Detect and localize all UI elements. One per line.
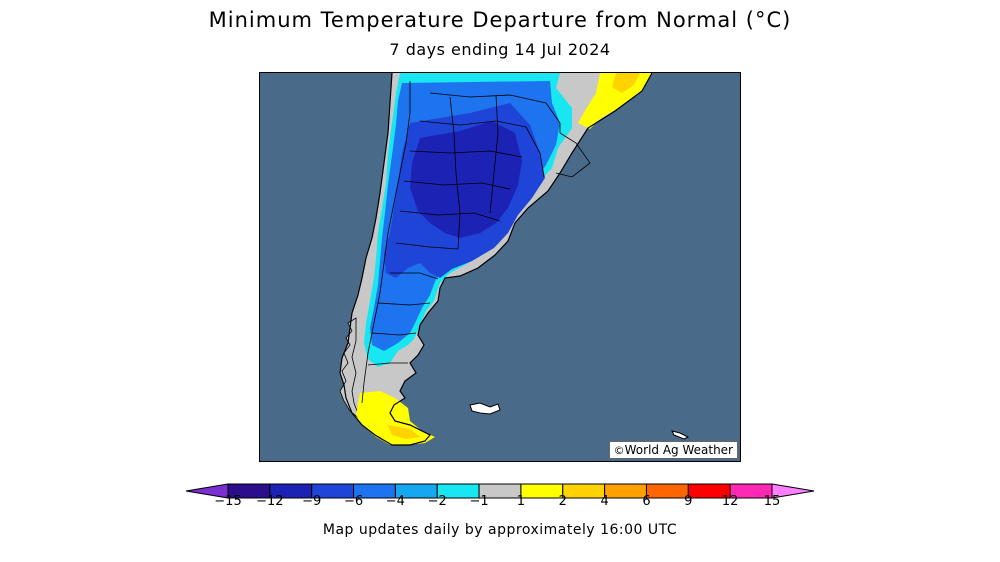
colorbar-cell xyxy=(771,483,815,499)
colorbar-tick-labels: −15 −12 −9 −6 −4 −2 −1 1 2 4 6 9 12 15 xyxy=(0,494,1000,510)
anomaly-yellow-south xyxy=(356,391,435,445)
colorbar-tick-label: −1 xyxy=(469,494,489,509)
colorbar-tick-label: 12 xyxy=(721,494,739,509)
map-title: Minimum Temperature Departure from Norma… xyxy=(208,8,792,32)
colorbar-tick-label: −2 xyxy=(427,494,447,509)
colorbar-tick-label: 9 xyxy=(684,494,693,509)
falkland-islands xyxy=(469,402,501,415)
anomaly-yellow-ne xyxy=(578,73,652,129)
credit-badge: ©World Ag Weather xyxy=(608,441,738,459)
colorbar-tick-label: 15 xyxy=(763,494,781,509)
credit-text: World Ag Weather xyxy=(624,443,733,457)
colorbar-tick-label: 6 xyxy=(642,494,651,509)
colorbar-tick-label: −12 xyxy=(256,494,284,509)
colorbar-tick-label: −9 xyxy=(302,494,322,509)
update-note: Map updates daily by approximately 16:00… xyxy=(322,522,678,538)
map-panel: ©World Ag Weather xyxy=(259,72,741,462)
south-georgia xyxy=(671,430,690,440)
coastline xyxy=(339,73,653,446)
anomaly-orange-south xyxy=(388,425,420,439)
map-subtitle: 7 days ending 14 Jul 2024 xyxy=(389,40,611,59)
colorbar-tick-label: −4 xyxy=(385,494,405,509)
colorbar-tick-label: −15 xyxy=(214,494,242,509)
copyright-symbol: © xyxy=(613,444,625,457)
anomaly-orange-ne xyxy=(612,73,640,93)
map-svg xyxy=(260,73,740,461)
admin-borders xyxy=(361,81,591,404)
colorbar-tick-label: 2 xyxy=(558,494,567,509)
colorbar-tick-label: 4 xyxy=(600,494,609,509)
colorbar-tick-label: 1 xyxy=(516,494,526,509)
colorbar xyxy=(185,483,815,499)
colorbar-tick-label: −6 xyxy=(343,494,364,509)
anomaly-deep-blue xyxy=(410,121,522,238)
